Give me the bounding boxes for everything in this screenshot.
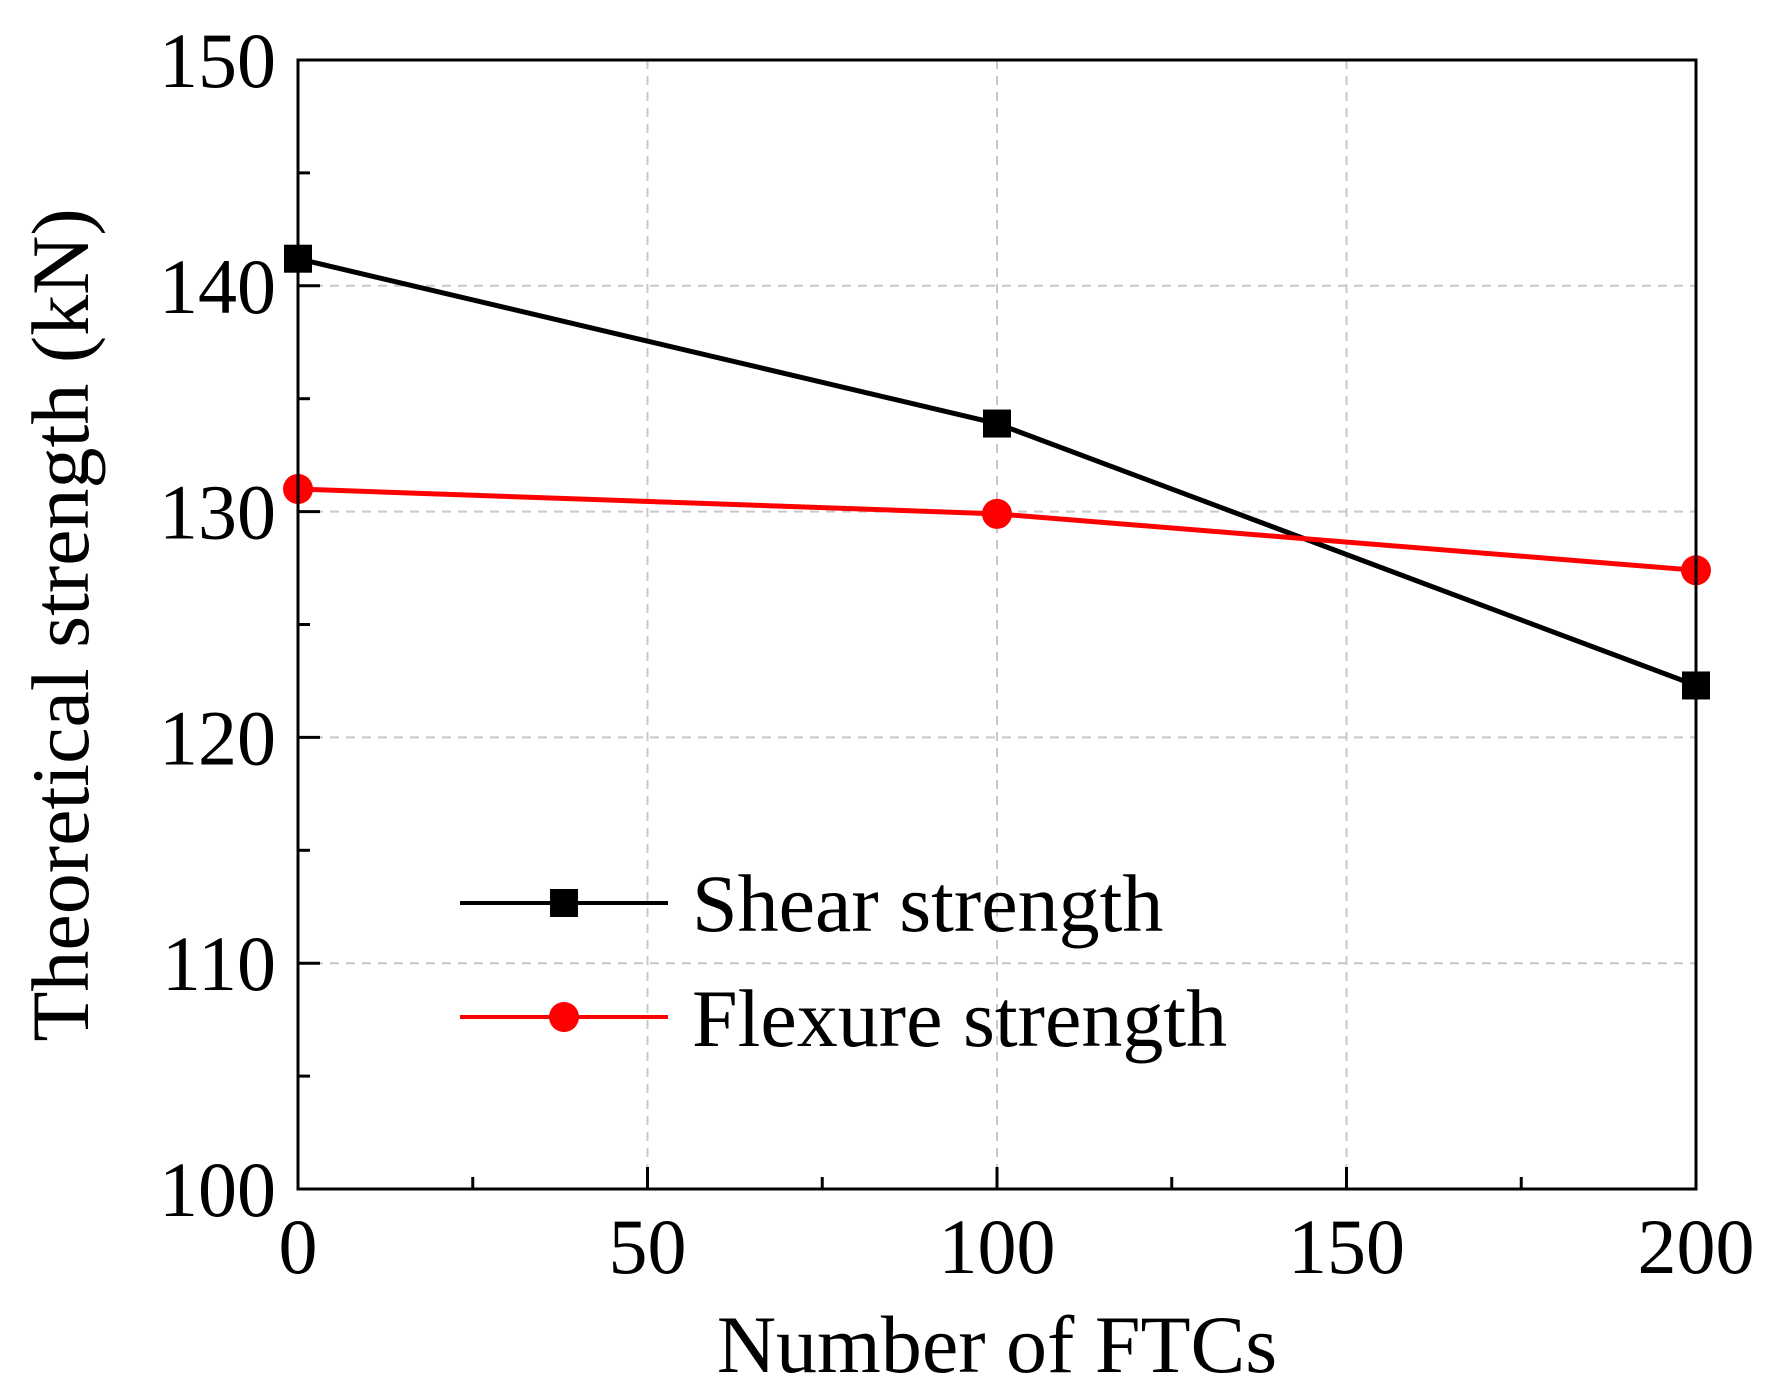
x-tick-label: 200 [1638,1203,1755,1290]
grid-lines [298,60,1696,1189]
legend: Shear strength Flexure strength [460,858,1227,1064]
data-point-shear [983,409,1011,438]
legend-label-shear: Shear strength [692,858,1163,949]
y-tick-label: 120 [159,694,276,781]
x-axis-title: Number of FTCs [717,1299,1277,1386]
tick-labels: 0 50 100 150 200 100 110 120 130 140 150 [159,17,1755,1290]
x-tick-label: 150 [1288,1203,1405,1290]
y-tick-label: 100 [159,1146,276,1233]
y-axis-title: Theoretical strength (kN) [15,208,106,1041]
axis-ticks [296,58,1698,1191]
y-tick-label: 150 [159,17,276,104]
x-tick-label: 50 [609,1203,687,1290]
x-tick-label: 0 [279,1203,318,1290]
y-tick-label: 140 [159,243,276,330]
legend-item-shear: Shear strength [460,858,1163,949]
legend-label-flexure: Flexure strength [692,973,1227,1064]
legend-marker-shear [550,889,578,917]
y-tick-label: 110 [162,920,276,1007]
x-tick-label: 100 [939,1203,1056,1290]
legend-item-flexure: Flexure strength [460,973,1227,1064]
legend-marker-flexure [549,1002,579,1032]
data-point-flexure [982,498,1012,529]
y-tick-label: 130 [159,469,276,556]
